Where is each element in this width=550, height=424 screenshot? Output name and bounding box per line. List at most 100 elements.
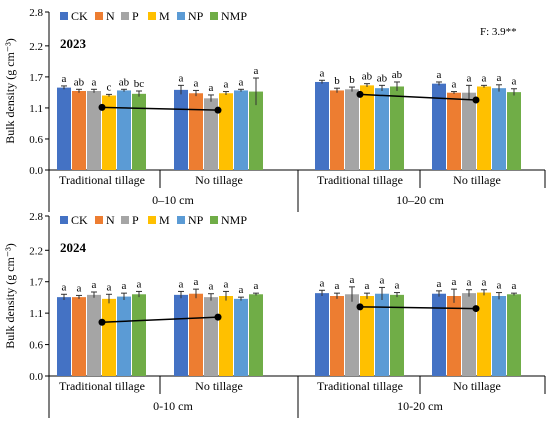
- significance-letter: a: [254, 280, 259, 292]
- significance-letter: ab: [392, 69, 403, 81]
- panel-year-label: 2023: [60, 36, 87, 51]
- y-tick-label: 0.0: [29, 371, 43, 383]
- significance-letter: a: [335, 280, 340, 292]
- bar-p: [345, 294, 359, 376]
- significance-letter: a: [92, 76, 97, 88]
- y-tick-label: 2.2: [29, 41, 43, 53]
- significance-letter: b: [334, 75, 340, 87]
- bar-nmp: [249, 294, 263, 376]
- bar-nmp: [507, 92, 521, 170]
- bar-nmp: [132, 294, 146, 376]
- significance-letter: a: [77, 282, 82, 294]
- bar-ck: [432, 83, 446, 170]
- y-tick-label: 2.2: [29, 245, 43, 257]
- bar-np: [117, 90, 131, 170]
- legend-label-p: P: [132, 213, 139, 227]
- depth-label: 0-10 cm: [153, 399, 193, 413]
- trend-line: [101, 106, 219, 111]
- significance-letter: a: [194, 276, 199, 288]
- depth-label: 10–20 cm: [396, 193, 444, 207]
- tillage-label: No tillage: [453, 379, 501, 393]
- bar-n: [72, 91, 86, 170]
- trend-point: [472, 96, 480, 104]
- tillage-label: No tillage: [453, 173, 501, 187]
- trend-point: [98, 318, 106, 326]
- chart-panel-2023: Bulk density (g cm⁻³) 0.0 0.6 1.1 1.7 2.2 2.8 T…: [3, 7, 546, 212]
- significance-letter: a: [467, 277, 472, 289]
- significance-letter: a: [107, 281, 112, 293]
- bar-ck: [57, 87, 71, 170]
- bar-m: [477, 86, 491, 170]
- significance-letter: a: [497, 72, 502, 84]
- bar-ck: [315, 293, 329, 376]
- bar-m: [219, 296, 233, 376]
- legend-swatch-n: [95, 12, 103, 20]
- bar-m: [477, 292, 491, 376]
- bar-nmp: [390, 86, 404, 170]
- bar-nmp: [390, 294, 404, 376]
- bar-np: [234, 90, 248, 170]
- legend-label-np: NP: [188, 213, 204, 227]
- significance-letter: c: [107, 81, 112, 93]
- bar-ck: [174, 89, 188, 170]
- legend-swatch-np: [177, 12, 185, 20]
- significance-letter: a: [224, 278, 229, 290]
- trend-point: [214, 313, 222, 321]
- bar-nmp: [507, 294, 521, 376]
- legend-swatch-ck: [60, 12, 68, 20]
- significance-letter: a: [320, 277, 325, 289]
- legend-swatch-m: [148, 12, 156, 20]
- significance-letter: a: [209, 281, 214, 293]
- y-tick-label: 2.8: [29, 7, 43, 19]
- bar-p: [462, 293, 476, 376]
- bar-ck: [174, 294, 188, 376]
- bar-np: [375, 293, 389, 376]
- bar-n: [189, 293, 203, 376]
- bar-ck: [315, 81, 329, 170]
- bar-np: [492, 296, 506, 376]
- tillage-label: No tillage: [195, 173, 243, 187]
- trend-point: [472, 305, 480, 313]
- y-tick-label: 0.6: [29, 340, 43, 352]
- significance-letter: ab: [362, 71, 373, 83]
- trend-point: [356, 90, 364, 98]
- bar-ck: [57, 297, 71, 376]
- f-statistic-annotation: F: 3.9**: [480, 26, 517, 38]
- legend-label-m: M: [159, 9, 170, 23]
- trend-line: [101, 316, 219, 324]
- y-axis-title: Bulk density (g cm⁻³): [3, 38, 17, 144]
- depth-label: 10-20 cm: [397, 399, 443, 413]
- chart-panel-2024: Bulk density (g cm⁻³) 0.0 0.6 1.1 1.7 2.2 2.8 T…: [3, 211, 546, 418]
- trend-point: [356, 303, 364, 311]
- significance-letter: a: [365, 280, 370, 292]
- legend-label-ck: CK: [71, 213, 88, 227]
- tillage-label: No tillage: [195, 379, 243, 393]
- legend-swatch-n: [95, 216, 103, 224]
- depth-label: 0–10 cm: [152, 193, 194, 207]
- significance-letter: a: [452, 79, 457, 91]
- significance-letter: a: [179, 72, 184, 84]
- significance-letter: a: [62, 281, 67, 293]
- y-tick-label: 1.7: [29, 72, 43, 84]
- legend-label-nmp: NMP: [221, 213, 247, 227]
- bar-n: [330, 296, 344, 376]
- trend-line: [359, 306, 477, 310]
- bar-m: [102, 95, 116, 170]
- bar-nmp: [249, 91, 263, 170]
- significance-letter: a: [320, 67, 325, 79]
- bar-ck: [432, 293, 446, 376]
- bar-nmp: [132, 93, 146, 170]
- bar-n: [330, 90, 344, 170]
- bar-m: [360, 85, 374, 170]
- significance-letter: a: [92, 279, 97, 291]
- bar-np: [117, 296, 131, 376]
- bar-m: [102, 298, 116, 376]
- y-tick-label: 0.6: [29, 134, 43, 146]
- bar-p: [204, 98, 218, 170]
- significance-letter: a: [497, 280, 502, 292]
- significance-letter: ab: [74, 76, 85, 88]
- significance-letter: a: [137, 278, 142, 290]
- trend-point: [98, 103, 106, 111]
- y-axis-title: Bulk density (g cm⁻³): [3, 243, 17, 349]
- significance-letter: b: [349, 74, 355, 86]
